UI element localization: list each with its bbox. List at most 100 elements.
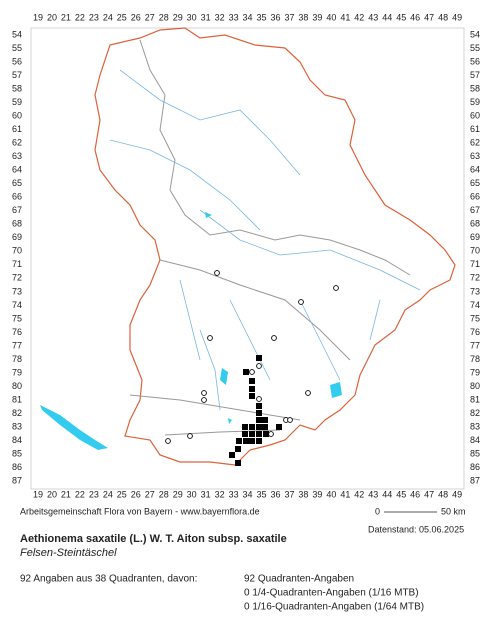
column-label: 48 (438, 489, 448, 499)
row-label: 68 (470, 219, 480, 229)
occurrences (165, 270, 339, 466)
column-label: 42 (354, 12, 364, 22)
occurrence-circle (333, 285, 339, 291)
column-label: 33 (229, 12, 239, 22)
column-label: 29 (173, 12, 183, 22)
row-label: 65 (470, 178, 480, 188)
row-label: 74 (470, 300, 480, 310)
column-label: 31 (201, 12, 211, 22)
column-label: 27 (145, 12, 155, 22)
row-label: 81 (12, 394, 22, 404)
column-label: 29 (173, 489, 183, 499)
subtitle: Felsen-Steintäschel (20, 547, 117, 559)
row-label: 63 (470, 151, 480, 161)
occurrence-circle (201, 397, 207, 403)
count: 0 1/16-Quadranten-Angaben (1/64 MTB) (244, 602, 424, 613)
row-label: 65 (12, 178, 22, 188)
occurrence-circle (201, 390, 207, 396)
column-label: 46 (410, 12, 420, 22)
occurrence-square (235, 460, 241, 466)
occurrence-square (276, 424, 282, 430)
row-label: 55 (470, 43, 480, 53)
column-label: 35 (257, 489, 267, 499)
column-label: 31 (201, 489, 211, 499)
lakes (205, 212, 342, 424)
column-label: 39 (312, 489, 322, 499)
column-label: 26 (131, 12, 141, 22)
summary: 92 Angaben aus 38 Quadranten, davon: (20, 574, 197, 585)
column-label: 22 (75, 12, 85, 22)
row-label: 61 (470, 124, 480, 134)
state-border (94, 27, 456, 466)
row-label: 75 (470, 313, 480, 323)
occurrence-circle (256, 396, 262, 402)
row-label: 70 (12, 246, 22, 256)
row-label: 58 (470, 83, 480, 93)
column-label: 41 (340, 12, 350, 22)
column-label: 21 (61, 12, 71, 22)
row-label: 87 (12, 476, 22, 486)
column-label: 46 (410, 489, 420, 499)
column-label: 43 (368, 12, 378, 22)
occurrence-square (256, 438, 262, 444)
occurrence-circle (249, 369, 255, 375)
occurrence-square (229, 452, 235, 458)
row-label: 76 (470, 327, 480, 337)
row-label: 66 (470, 192, 480, 202)
scale-start: 0 (375, 506, 380, 516)
column-label: 33 (229, 489, 239, 499)
row-label: 79 (470, 367, 480, 377)
occurrence-square (256, 417, 262, 423)
row-label: 87 (470, 476, 480, 486)
row-label: 71 (12, 259, 22, 269)
row-label: 64 (470, 165, 480, 175)
row-label: 59 (12, 97, 22, 107)
column-label: 30 (187, 12, 197, 22)
column-label: 21 (61, 489, 71, 499)
occurrence-circle (165, 438, 171, 444)
rivers (109, 69, 421, 411)
title: Aethionema saxatile (L.) W. T. Aiton sub… (20, 533, 287, 545)
row-label: 83 (12, 421, 22, 431)
column-label: 47 (424, 12, 434, 22)
row-label: 79 (12, 367, 22, 377)
source: Arbeitsgemeinschaft Flora von Bayern - w… (20, 506, 260, 516)
occurrence-square (262, 424, 268, 430)
row-label: 75 (12, 313, 22, 323)
scale-end: 50 km (441, 506, 466, 516)
row-label: 69 (12, 232, 22, 242)
row-label: 60 (470, 110, 480, 120)
occurrence-circle (207, 335, 213, 341)
occurrence-square (263, 431, 269, 437)
column-label: 45 (396, 12, 406, 22)
occurrence-square (256, 424, 262, 430)
row-label: 57 (12, 70, 22, 80)
row-label: 86 (470, 462, 480, 472)
row-label: 59 (470, 97, 480, 107)
column-label: 49 (452, 489, 462, 499)
row-label: 62 (470, 138, 480, 148)
column-label: 34 (243, 12, 253, 22)
column-label: 40 (326, 489, 336, 499)
row-label: 66 (12, 192, 22, 202)
occurrence-circle (187, 433, 193, 439)
row-label: 77 (12, 340, 22, 350)
row-label: 77 (470, 340, 480, 350)
column-label: 22 (75, 489, 85, 499)
column-label: 44 (382, 489, 392, 499)
column-label: 40 (326, 12, 336, 22)
row-label: 68 (12, 219, 22, 229)
column-label: 43 (368, 489, 378, 499)
occurrence-square (235, 446, 241, 452)
count: 0 1/4-Quadranten-Angaben (1/16 MTB) (244, 588, 419, 599)
column-label: 36 (270, 489, 280, 499)
occurrence-square (242, 424, 248, 430)
map-shapes (30, 27, 465, 513)
row-label: 72 (470, 273, 480, 283)
column-label: 20 (47, 489, 57, 499)
column-label: 38 (298, 489, 308, 499)
occurrence-square (256, 403, 262, 409)
frame (30, 27, 465, 490)
row-label: 85 (470, 448, 480, 458)
